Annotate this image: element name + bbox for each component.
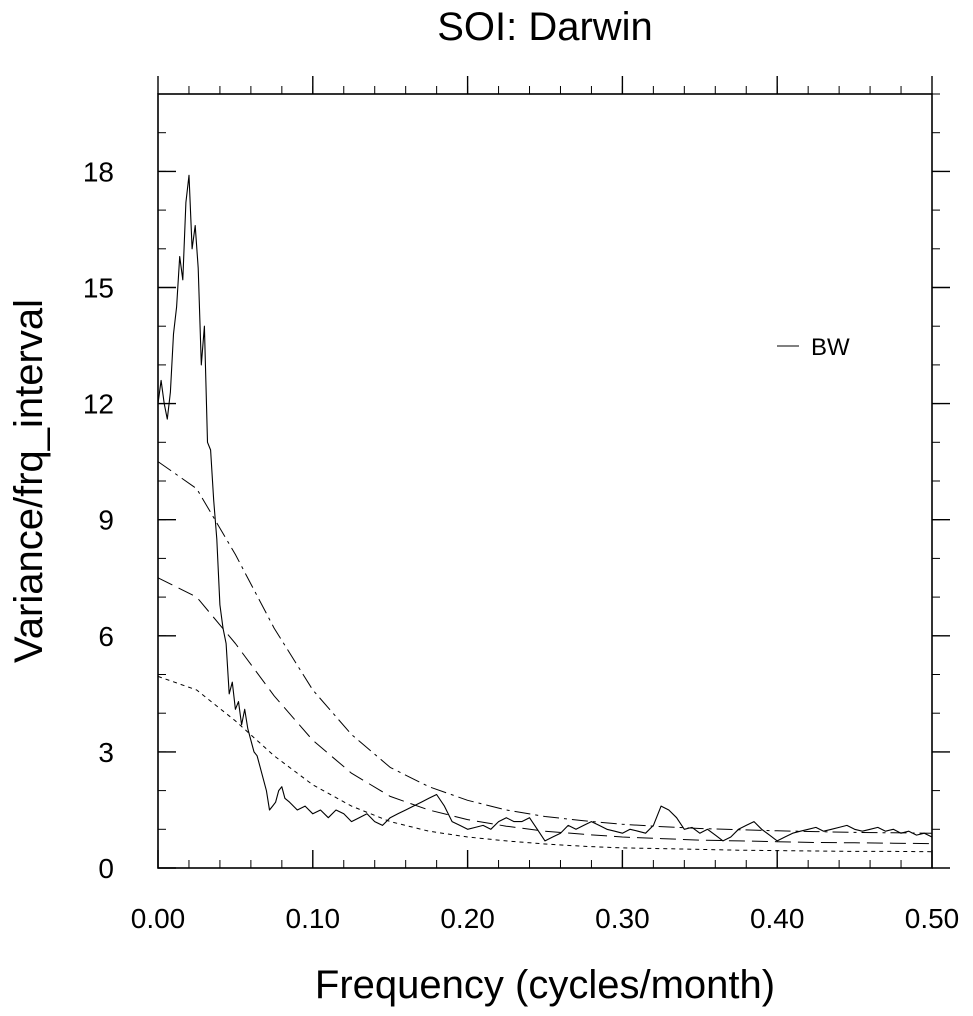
x-tick-label: 0.10 — [286, 903, 341, 934]
y-tick-label: 9 — [98, 505, 114, 536]
y-tick-label: 0 — [98, 853, 114, 884]
y-axis-title: Variance/frq_interval — [7, 299, 51, 663]
x-tick-label: 0.30 — [595, 903, 650, 934]
chart-title: SOI: Darwin — [437, 5, 653, 49]
y-tick-label: 6 — [98, 621, 114, 652]
x-tick-label: 0.20 — [440, 903, 495, 934]
legend-label-bw: BW — [811, 334, 850, 361]
minor-ticks — [157, 86, 940, 869]
y-tick-label: 3 — [98, 737, 114, 768]
series-line-dotted — [157, 675, 933, 853]
y-tick-label: 18 — [83, 156, 114, 187]
legend: BW — [777, 334, 850, 361]
series-line-dashed — [157, 577, 933, 845]
x-tick-label: 0.00 — [131, 903, 186, 934]
x-tick-label: 0.50 — [905, 903, 960, 934]
series-line-bw — [157, 174, 933, 842]
series-line-dash-dot — [157, 461, 933, 834]
major-ticks — [157, 76, 950, 869]
y-tick-label: 12 — [83, 389, 114, 420]
x-tick-label: 0.40 — [750, 903, 805, 934]
series-layer — [157, 174, 933, 853]
x-tick-labels: 0.00 0.10 0.20 0.30 0.40 0.50 — [131, 903, 960, 934]
y-tick-label: 15 — [83, 273, 114, 304]
x-axis-title: Frequency (cycles/month) — [315, 963, 775, 1007]
plot-frame — [157, 93, 933, 869]
y-tick-labels: 0 3 6 9 12 15 18 — [83, 156, 114, 884]
